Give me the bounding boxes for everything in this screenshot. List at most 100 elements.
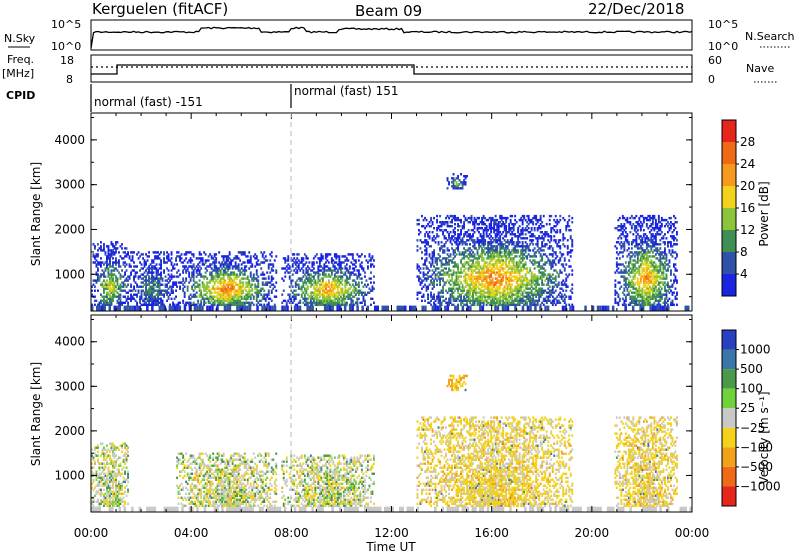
- echo-cell: [172, 275, 174, 278]
- echo-cell: [494, 297, 497, 301]
- echo-cell: [439, 259, 441, 262]
- echo-cell: [314, 303, 317, 307]
- echo-cell: [236, 303, 239, 307]
- echo-cell: [285, 303, 288, 307]
- echo-cell: [554, 269, 557, 272]
- echo-cell: [249, 285, 252, 288]
- echo-cell: [112, 277, 114, 280]
- echo-cell: [142, 285, 144, 288]
- echo-cell: [336, 291, 339, 294]
- echo-cell: [272, 265, 275, 268]
- echo-cell: [248, 287, 251, 290]
- echo-cell: [261, 273, 264, 276]
- echo-cell: [356, 299, 359, 303]
- echo-cell: [520, 237, 523, 240]
- echo-cell: [118, 297, 120, 301]
- echo-cell: [113, 283, 116, 286]
- echo-cell: [523, 299, 526, 303]
- echo-cell: [538, 297, 541, 301]
- echo-cell: [481, 216, 483, 220]
- echo-cell: [100, 265, 102, 268]
- echo-cell: [257, 263, 260, 266]
- echo-cell: [464, 299, 467, 303]
- echo-cell: [636, 287, 639, 290]
- echo-cell: [143, 259, 146, 262]
- echo-cell: [491, 265, 494, 268]
- echo-cell: [245, 269, 248, 272]
- echo-cell: [635, 239, 638, 242]
- echo-cell: [242, 283, 245, 286]
- echo-cell: [215, 291, 218, 294]
- echo-cell: [565, 303, 568, 307]
- echo-cell: [287, 263, 290, 266]
- echo-cell: [261, 295, 264, 298]
- echo-cell: [335, 297, 338, 301]
- echo-cell: [142, 299, 144, 303]
- echo-cell: [493, 281, 496, 284]
- echo-cell: [475, 281, 477, 284]
- echo-cell: [206, 291, 209, 294]
- echo-cell: [559, 239, 562, 242]
- echo-cell: [550, 281, 553, 284]
- echo-cell: [469, 289, 471, 292]
- echo-cell: [458, 243, 461, 246]
- echo-cell: [503, 303, 506, 307]
- echo-cell: [494, 245, 497, 248]
- echo-cell: [112, 295, 114, 298]
- echo-cell: [113, 247, 116, 250]
- echo-cell: [512, 259, 515, 262]
- echo-cell: [210, 303, 213, 307]
- echo-cell: [248, 301, 251, 305]
- echo-cell: [329, 295, 332, 298]
- echo-cell: [638, 218, 641, 222]
- echo-cell: [511, 289, 514, 292]
- echo-cell: [160, 289, 162, 292]
- echo-cell: [482, 257, 485, 260]
- echo-cell: [338, 281, 341, 284]
- echo-cell: [621, 275, 624, 278]
- echo-cell: [357, 297, 360, 301]
- echo-cell: [639, 257, 642, 260]
- echo-cell: [92, 261, 95, 264]
- echo-cell: [239, 273, 242, 276]
- echo-cell: [338, 279, 341, 282]
- echo-cell: [460, 187, 462, 190]
- echo-cell: [362, 269, 365, 272]
- echo-cell: [219, 301, 222, 305]
- echo-cell: [194, 293, 197, 296]
- echo-cell: [338, 261, 341, 264]
- echo-cell: [113, 289, 116, 292]
- echo-cell: [457, 267, 459, 270]
- echo-cell: [482, 239, 485, 242]
- echo-cell: [478, 241, 480, 244]
- echo-cell: [445, 237, 447, 240]
- echo-cell: [635, 297, 638, 301]
- echo-cell: [314, 279, 317, 282]
- echo-cell: [439, 247, 441, 250]
- echo-cell: [330, 289, 333, 292]
- echo-cell: [538, 295, 541, 298]
- echo-cell: [638, 285, 641, 288]
- freq-tick-top: 18: [60, 54, 74, 67]
- echo-cell: [524, 241, 527, 244]
- echo-cell: [246, 297, 249, 301]
- echo-cell: [249, 297, 252, 301]
- echo-cell: [511, 243, 514, 246]
- echo-cell: [305, 255, 308, 258]
- echo-cell: [254, 291, 257, 294]
- echo-cell: [556, 245, 559, 248]
- echo-cell: [255, 277, 258, 280]
- echo-cell: [527, 271, 530, 274]
- echo-cell: [339, 275, 342, 278]
- echo-cell: [151, 259, 153, 262]
- echo-cell: [116, 287, 119, 290]
- echo-cell: [242, 303, 245, 307]
- echo-cell: [499, 281, 502, 284]
- echo-cell: [614, 289, 617, 292]
- echo-cell: [452, 257, 455, 260]
- echo-cell: [636, 289, 639, 292]
- echo-cell: [317, 303, 320, 307]
- echo-cell: [487, 257, 490, 260]
- echo-cell: [497, 285, 500, 288]
- echo-cell: [626, 216, 629, 220]
